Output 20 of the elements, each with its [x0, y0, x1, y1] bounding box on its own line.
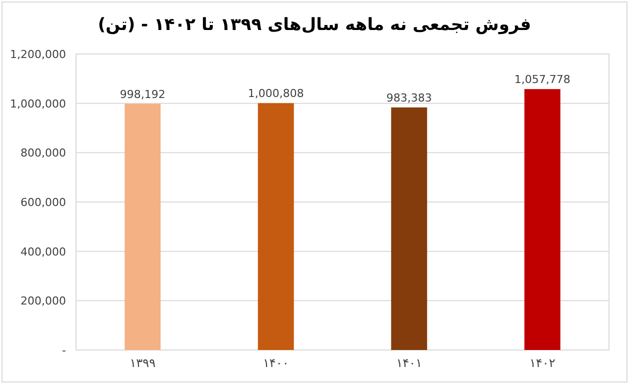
y-tick-label: -: [62, 344, 66, 357]
x-tick-label: ۱۴۰۱: [396, 356, 422, 370]
data-label: 983,383: [386, 91, 432, 104]
y-tick-label: 200,000: [20, 294, 66, 308]
bar: [391, 107, 428, 350]
y-tick-label: 600,000: [20, 196, 66, 209]
data-label: 998,192: [120, 88, 166, 101]
chart-title: فروش تجمعی نه ماهه سال‌های ۱۳۹۹ تا ۱۴۰۲ - (تن): [98, 15, 532, 35]
x-tick-label: ۱۳۹۹: [130, 356, 156, 370]
bar: [258, 103, 294, 350]
y-tick-label: 800,000: [20, 146, 66, 160]
y-tick-label: 1,000,000: [10, 97, 66, 110]
data-label: 1,000,808: [248, 87, 304, 100]
bar: [124, 104, 161, 350]
x-tick-label: ۱۴۰۲: [529, 356, 556, 370]
y-tick-label: 1,200,000: [10, 48, 66, 61]
y-tick-label: 400,000: [20, 245, 66, 258]
data-label: 1,057,778: [514, 73, 570, 86]
bar: [524, 89, 560, 350]
x-tick-label: ۱۴۰۰: [262, 356, 289, 370]
